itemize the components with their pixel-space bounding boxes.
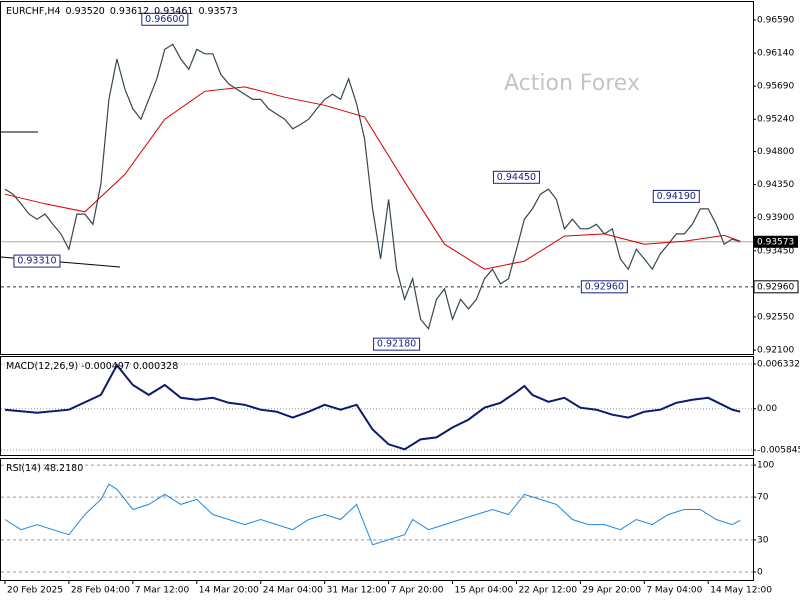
annotation-box — [652, 189, 700, 203]
series-line — [4, 483, 741, 546]
panel-title: MACD(12,26,9) -0.000497 0.000328 — [6, 361, 178, 372]
y-tick-label: 70 — [757, 493, 769, 503]
panel-frame — [0, 458, 754, 581]
ohlc-value: 0.93612 — [110, 6, 149, 17]
x-tick-label: 7 Mar 12:00 — [135, 586, 190, 596]
annotation-box — [13, 254, 61, 268]
x-tick-label: 15 Apr 04:00 — [455, 586, 514, 596]
y-tick-label: 0.96140 — [757, 49, 794, 59]
watermark: Action Forex — [504, 71, 640, 96]
y-tick-label: 0.006332 — [757, 359, 800, 369]
ohlc-value: 0.93461 — [154, 6, 193, 17]
annotation-box — [141, 12, 189, 26]
y-tick-label: 0.95240 — [757, 115, 794, 125]
y-tick-label: 0.94800 — [757, 147, 794, 157]
annotation: 0.93310 — [13, 254, 61, 268]
panel-title-text: EURCHF,H4 — [6, 6, 61, 17]
annotation-box — [580, 280, 628, 294]
x-tick-label: 29 Apr 20:00 — [582, 586, 641, 596]
y-tick-label: 0 — [757, 567, 763, 577]
y-tick-label: 0.95690 — [757, 82, 794, 92]
ohlc-value: 0.93520 — [66, 6, 105, 17]
ohlc-value: 0.93573 — [198, 6, 237, 17]
x-tick-label: 14 May 12:00 — [710, 586, 772, 596]
level-label: 0.92960 — [757, 282, 794, 292]
y-tick-label: 0.92550 — [757, 312, 794, 322]
panel-title-text: MACD(12,26,9) -0.000497 0.000328 — [6, 361, 178, 372]
y-tick-label: 0.94350 — [757, 180, 794, 190]
annotation: 0.96600 — [141, 12, 189, 26]
annotation: 0.94190 — [652, 189, 700, 203]
annotation: 0.92960 — [580, 280, 628, 294]
annotation-label: 0.96600 — [145, 14, 184, 25]
x-tick-label: 28 Feb 04:00 — [71, 586, 130, 596]
y-tick-label: 0.96590 — [757, 16, 794, 26]
x-tick-label: 14 Mar 20:00 — [199, 586, 259, 596]
panel-frame — [0, 1, 754, 355]
series-line — [4, 43, 741, 330]
panel-title: EURCHF,H4 0.93520 0.93612 0.93461 0.93573 — [6, 6, 238, 17]
series-line — [4, 86, 741, 270]
annotation-label: 0.92960 — [585, 281, 624, 292]
annotation-label: 0.94190 — [657, 191, 696, 202]
y-tick-label: 30 — [757, 535, 769, 545]
annotation-label: 0.93310 — [17, 256, 56, 267]
x-tick-label: 31 Mar 12:00 — [327, 586, 387, 596]
price-tag-label: 0.93573 — [757, 237, 794, 247]
price-tag — [754, 235, 798, 248]
y-tick-label: 0.93900 — [757, 213, 794, 223]
x-tick-label: 24 Mar 04:00 — [263, 586, 323, 596]
y-tick-label: 0.00 — [757, 404, 777, 414]
x-tick-label: 7 May 04:00 — [646, 586, 702, 596]
annotation-label: 0.92180 — [377, 339, 416, 350]
x-tick-label: 22 Apr 12:00 — [518, 586, 577, 596]
panel-title: RSI(14) 48.2180 — [6, 463, 83, 474]
annotation-box — [373, 337, 421, 351]
y-tick-label: 0.92100 — [757, 346, 794, 356]
annotation: 0.92180 — [373, 337, 421, 351]
series-line — [4, 363, 741, 451]
annotation-label: 0.94450 — [497, 172, 536, 183]
panel-frame — [0, 356, 754, 456]
x-tick-label: 20 Feb 2025 — [7, 586, 63, 596]
panel-title-text: RSI(14) 48.2180 — [6, 463, 83, 474]
annotation-box — [492, 170, 540, 184]
x-tick-label: 7 Apr 20:00 — [391, 586, 444, 596]
y-tick-label: 100 — [757, 461, 774, 471]
annotation: 0.94450 — [492, 170, 540, 184]
y-tick-label: -0.005845 — [757, 446, 800, 456]
y-tick-label: 0.93450 — [757, 246, 794, 256]
level-tag — [753, 280, 799, 294]
